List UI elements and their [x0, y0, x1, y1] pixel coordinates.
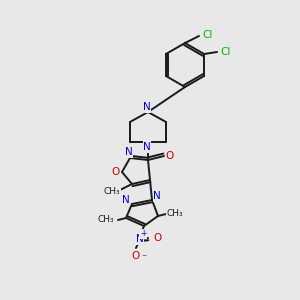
Text: O: O	[132, 251, 140, 261]
Text: CH₃: CH₃	[98, 215, 114, 224]
Text: O: O	[111, 167, 119, 177]
Text: +: +	[140, 230, 146, 238]
Text: CH₃: CH₃	[104, 188, 120, 196]
Text: N: N	[136, 234, 144, 244]
Text: N: N	[153, 191, 161, 201]
Text: N: N	[122, 195, 130, 205]
Text: N: N	[143, 102, 151, 112]
Text: O: O	[166, 151, 174, 161]
Text: CH₃: CH₃	[167, 209, 183, 218]
Text: N: N	[125, 147, 133, 157]
Text: N: N	[143, 142, 151, 152]
Text: Cl: Cl	[221, 47, 231, 57]
Text: Cl: Cl	[203, 30, 213, 40]
Text: O: O	[154, 233, 162, 243]
Text: ⁻: ⁻	[141, 253, 147, 263]
